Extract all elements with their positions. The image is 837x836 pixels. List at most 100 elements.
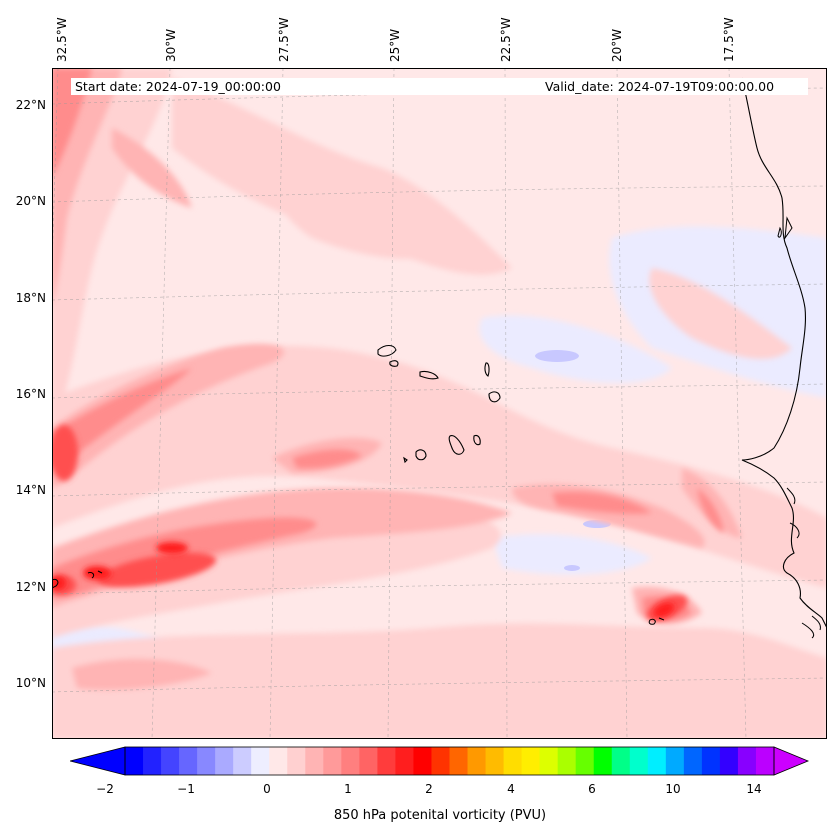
colorbar-tick-label: 2 [425,782,433,796]
red-streak [52,368,192,468]
colorbar-label: 850 hPa potenital vorticity (PVU) [333,808,547,823]
colorbar-cell [665,747,685,775]
red-streak [697,488,724,533]
lat-label: 18°N [15,291,46,305]
red-streak [292,449,362,469]
lat-label: 10°N [15,676,46,690]
colorbar-cell [431,747,450,775]
pink-band [281,188,452,259]
gridline [52,185,827,203]
colorbar-cell [341,747,360,775]
island-bijagos [52,579,59,589]
colorbar-tick-label: 0 [263,782,271,796]
map-frame [52,68,827,739]
colorbar-cell [161,747,180,775]
gridline [269,68,284,739]
colorbar-cell [539,747,559,775]
island-boa-vista [488,391,501,403]
colorbar-cell [287,747,306,775]
colorbar-cell [467,747,487,775]
colorbar-cell [197,747,216,775]
colorbar [70,746,810,776]
gridline [52,677,827,693]
colorbar-cell [395,747,414,775]
lat-label: 16°N [15,387,46,401]
gridline [728,68,747,739]
lon-label: 22.5°W [499,17,513,62]
colorbar-cell [611,747,631,775]
valid-date-label: Valid_date: 2024-07-19T09:00:00.00 [541,78,808,95]
island-fogo [415,449,427,461]
island-maio [473,434,481,446]
lat-label: 14°N [15,483,46,497]
red-core [653,602,675,618]
gridline [52,481,827,497]
colorbar-cell [719,747,739,775]
colorbar-cell [629,747,649,775]
coastline-africa [786,487,821,639]
pink-band [52,623,827,739]
pink-streak [72,658,212,690]
gridline [151,68,171,739]
colorbar-tick-label: 1 [344,782,352,796]
pale-blue-patch [492,534,652,575]
lon-label: 20°W [610,28,624,62]
lon-label: 25°W [388,28,402,62]
red-core [97,552,217,588]
pale-blue-patch [479,315,672,383]
colorbar-right-extend [774,747,808,775]
island-bijagos [648,618,656,625]
colorbar-left-extend [70,747,125,775]
lon-label: 30°W [164,28,178,62]
coastline-africa [777,216,793,240]
colorbar-cell [233,747,252,775]
island-santiago [448,435,465,455]
pink-streak [52,488,512,608]
colorbar-cell [215,747,234,775]
colorbar-cell [305,747,324,775]
red-core [52,425,78,481]
gridline [52,283,827,301]
pink-streak [112,128,192,208]
colorbar-tick-label: −2 [96,782,114,796]
colorbar-cell [503,747,523,775]
vorticity-map [52,68,827,739]
lat-label: 22°N [15,98,46,112]
gridline [52,579,827,595]
island-sao-vicente [389,360,399,367]
colorbar-cell [737,747,757,775]
colorbar-cell [521,747,541,775]
pink-streak [52,343,284,488]
gridline [52,383,827,399]
blue-patch [564,565,580,571]
colorbar-cell [755,747,775,775]
colorbar-cell [647,747,667,775]
colorbar-cell [179,747,198,775]
lon-label: 27.5°W [277,17,291,62]
island-sal [484,362,490,377]
island-santo-antao [377,344,397,357]
colorbar-cell [701,747,721,775]
lat-label: 20°N [15,194,46,208]
colorbar-cell [683,747,703,775]
colorbar-cell [377,747,396,775]
colorbar-tick-label: 6 [588,782,596,796]
colorbar-cell [143,747,162,775]
lon-label: 32.5°W [55,17,69,62]
colorbar-cell [557,747,577,775]
island-brava [403,456,408,464]
red-core [156,542,188,554]
lon-label: 17.5°W [722,17,736,62]
colorbar-right-extend-outline [773,746,810,776]
colorbar-cell [485,747,505,775]
colorbar-cell [575,747,595,775]
colorbar-cell [449,747,469,775]
blue-patch [535,350,579,362]
colorbar-cell [251,747,270,775]
colorbar-tick-label: 14 [746,782,762,796]
pink-streak [682,468,742,538]
colorbar-tick-label: 4 [507,782,515,796]
red-core [83,566,111,580]
pink-band [172,78,512,275]
pink-band [649,268,792,359]
